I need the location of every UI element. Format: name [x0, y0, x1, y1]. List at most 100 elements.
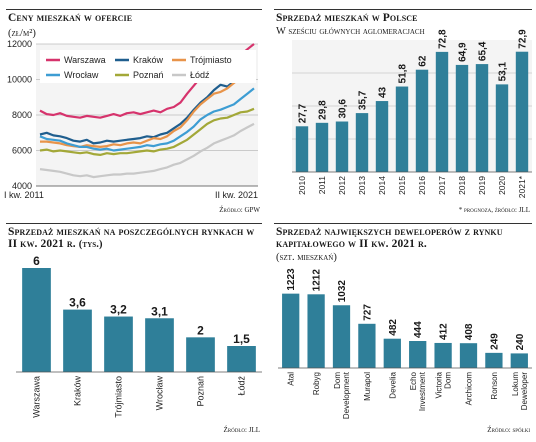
sales-pl-value-label: 65,4	[478, 41, 489, 61]
sales-pl-x-tick-label: 2012	[337, 176, 347, 195]
prices-series-line	[39, 107, 255, 156]
markets-x-tick-label: Wrocław	[155, 376, 165, 411]
developers-bar	[332, 305, 351, 368]
developers-value-label: 1223	[286, 268, 297, 291]
sales-pl-value-label: 72,9	[518, 29, 529, 49]
prices-legend-label: Trójmiasto	[190, 55, 232, 65]
sales-pl-x-tick-label: 2016	[417, 176, 427, 195]
markets-bar	[186, 337, 215, 372]
sales-pl-bar	[355, 113, 369, 172]
developers-title: Sprzedaż największych deweloperów z rynk…	[276, 226, 503, 250]
prices-y-tick-label: 10000	[7, 75, 32, 85]
developers-bar	[485, 352, 503, 368]
prices-legend-label: Wrocław	[64, 70, 99, 80]
developers-bar	[282, 293, 300, 368]
sales-pl-x-tick-label: 2018	[457, 176, 467, 195]
developers-value-label: 1212	[312, 269, 323, 292]
markets-bar-chart: 6 Warszawa 3,6 Kraków 3,2 Trójmiasto 3,1 Wrocła…	[16, 254, 262, 418]
prices-subtitle: (zł/m²)	[8, 28, 36, 39]
markets-top-rule	[6, 223, 262, 224]
sales-pl-value-label: 27,7	[298, 103, 309, 123]
prices-legend-label: Łódź	[190, 70, 210, 80]
sales-pl-x-tick-label: 2013	[357, 176, 367, 195]
prices-source: Źródło: GPW	[219, 206, 260, 214]
developers-bar	[459, 343, 478, 368]
markets-panel: Sprzedaż mieszkań na poszczególnych rynk…	[0, 222, 266, 442]
markets-title-text: Sprzedaż mieszkań na poszczególnych rynk…	[8, 226, 255, 250]
prices-top-rule	[6, 9, 262, 10]
developers-bar	[510, 353, 528, 368]
sales-pl-value-label: 64,9	[458, 42, 469, 62]
developers-x-tick-label: Develia	[388, 371, 397, 398]
markets-x-tick-label: Trójmiasto	[114, 376, 124, 418]
sales-pl-value-label: 51,8	[398, 64, 409, 84]
developers-x-tick-label: Echo	[409, 371, 418, 390]
developers-x-tick-label: Archicom	[465, 372, 474, 406]
sales-pl-panel: Sprzedaż mieszkań w Polsce W sześciu głó…	[270, 0, 536, 222]
sales-pl-bar	[335, 121, 349, 172]
sales-pl-source: * prognoza, źródło: JLL	[458, 206, 530, 214]
developers-value-label: 408	[464, 323, 475, 340]
prices-y-tick-label: 8000	[12, 110, 32, 120]
prices-title: Ceny mieszkań w ofercie	[8, 12, 133, 24]
prices-series-line	[39, 122, 255, 179]
markets-value-label: 3,6	[69, 296, 86, 310]
developers-value-label: 249	[489, 333, 500, 350]
developers-x-tick-label: Robyg	[312, 372, 321, 395]
developers-value-label: 240	[515, 333, 526, 350]
sales-pl-x-tick-label: 2010	[297, 176, 307, 195]
sales-pl-x-tick-label: 2019	[477, 176, 487, 195]
sales-pl-x-tick-label: 2020	[497, 176, 507, 195]
sales-pl-x-tick-label: 2021*	[517, 175, 527, 198]
markets-bar	[22, 268, 51, 372]
developers-value-label: 1032	[337, 280, 348, 303]
prices-y-tick-label: 4000	[12, 181, 32, 191]
markets-value-label: 3,1	[151, 304, 168, 318]
prices-panel: Ceny mieszkań w ofercie (zł/m²) 4000 6000…	[0, 0, 266, 222]
markets-value-label: 3,2	[110, 303, 127, 317]
developers-bar	[383, 338, 401, 368]
sales-pl-bar	[435, 51, 449, 172]
developers-bar	[409, 341, 427, 368]
developers-x-tick-label: Murapol	[363, 372, 372, 401]
developers-x-tick-label: Lokum	[511, 372, 520, 396]
sales-pl-value-label: 35,7	[358, 90, 369, 110]
sales-pl-bar	[375, 101, 389, 172]
sales-pl-top-rule	[274, 9, 532, 10]
markets-bar	[227, 346, 256, 372]
sales-pl-subtitle: W sześciu głównych aglomeracjach	[276, 26, 425, 37]
sales-pl-x-tick-label: 2014	[377, 176, 387, 195]
prices-line-chart: 4000 6000 8000 10000 12000 I kw. 2011 II kw. 2…	[4, 39, 258, 200]
sales-pl-bar	[455, 64, 469, 172]
sales-pl-x-tick-label: 2015	[397, 176, 407, 195]
developers-x-tick-label: Investment	[418, 371, 427, 411]
prices-series-line	[39, 66, 255, 145]
developers-subtitle: (szt. mieszkań)	[276, 252, 337, 263]
markets-subtitle: (tys.)	[78, 239, 103, 250]
prices-x-start-label: I kw. 2011	[4, 190, 44, 200]
markets-value-label: 6	[33, 254, 40, 268]
sales-pl-x-tick-label: 2011	[317, 176, 327, 195]
prices-y-tick-label: 6000	[12, 146, 32, 156]
markets-value-label: 1,5	[233, 332, 250, 346]
developers-source: Źródło: spółki	[487, 426, 530, 434]
developers-bar	[307, 294, 325, 368]
sales-pl-value-label: 30,6	[338, 99, 349, 119]
developers-x-tick-label: Dom	[444, 372, 453, 389]
sales-pl-x-tick-label: 2017	[437, 176, 447, 195]
markets-value-label: 2	[197, 323, 204, 337]
sales-pl-bar	[295, 126, 309, 172]
sales-pl-value-label: 72,8	[438, 29, 449, 49]
markets-x-tick-label: Warszawa	[32, 376, 42, 418]
developers-value-label: 727	[362, 304, 373, 321]
developers-x-tick-label: Atal	[287, 372, 296, 386]
sales-pl-bar	[515, 51, 529, 173]
prices-series-line	[39, 87, 255, 152]
prices-legend-label: Kraków	[133, 55, 164, 65]
markets-source: Źródło: JLL	[223, 426, 260, 434]
prices-legend-box	[40, 50, 256, 83]
sales-pl-value-label: 43	[378, 86, 389, 98]
sales-pl-bar	[315, 122, 329, 172]
developers-value-label: 482	[388, 319, 399, 336]
